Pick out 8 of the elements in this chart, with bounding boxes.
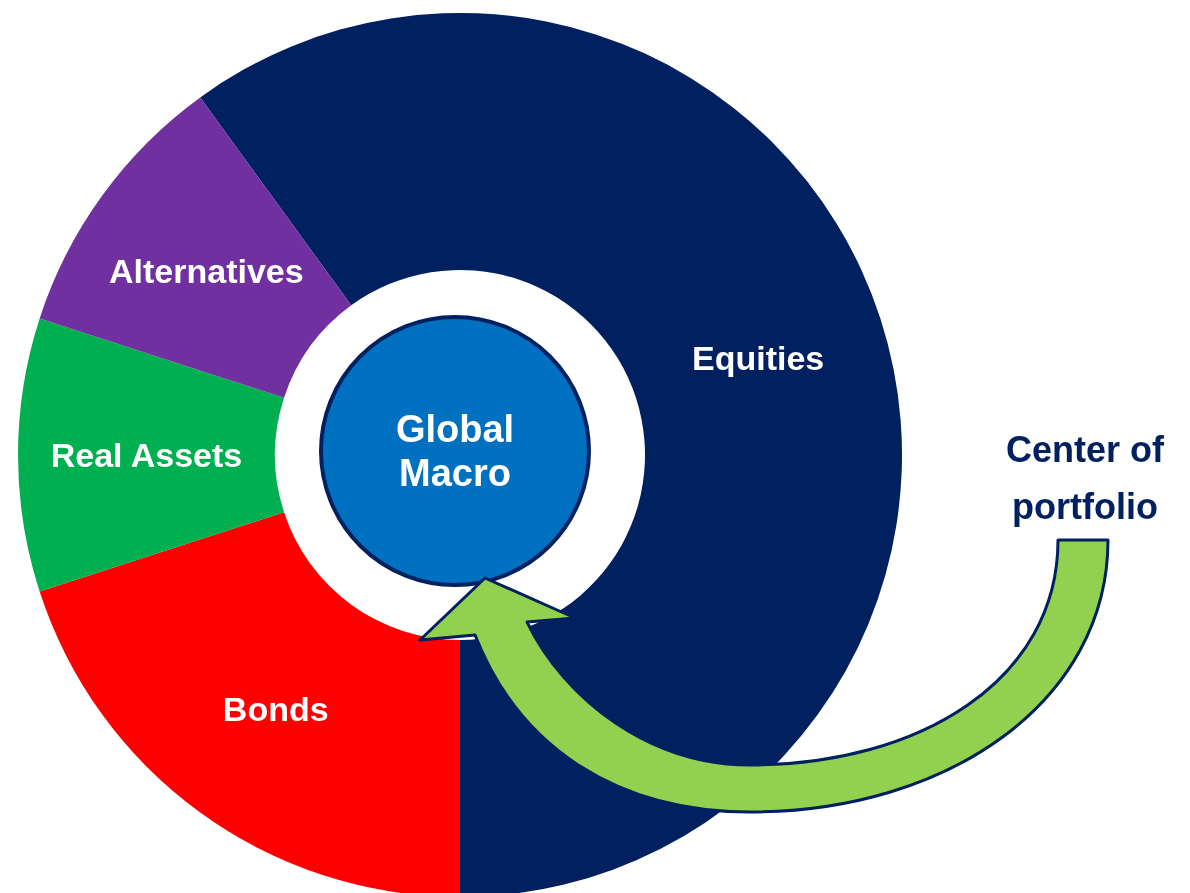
slice-label: Bonds [222, 689, 329, 728]
slice-label: Real Assets [50, 436, 243, 474]
donut-slice [39, 97, 352, 398]
slice-label: Equities [692, 339, 825, 378]
text: Center of portfolio [1005, 429, 1166, 527]
text: Global Macro [395, 408, 515, 494]
slice-label: Alternatives [109, 251, 304, 290]
donut-slice [18, 318, 285, 592]
